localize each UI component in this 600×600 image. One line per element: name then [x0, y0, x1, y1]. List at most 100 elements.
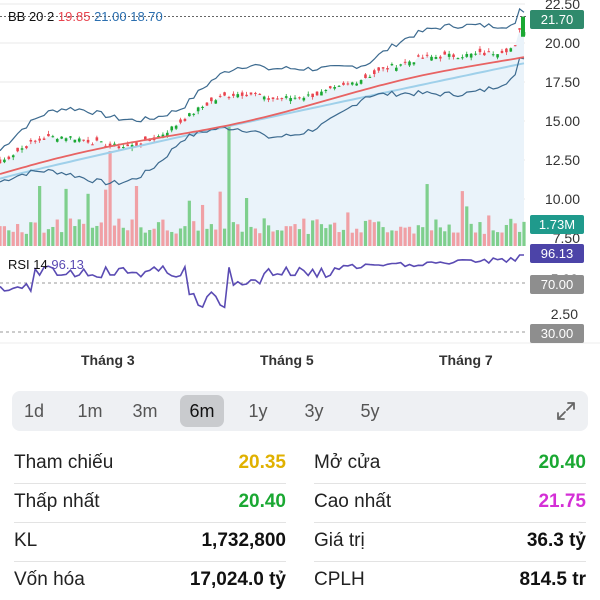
- candle-body: [183, 118, 187, 121]
- volume-bar: [218, 191, 222, 246]
- candle-body: [434, 57, 438, 59]
- volume-bar: [372, 222, 376, 246]
- stat-volume-label: KL: [14, 530, 38, 551]
- volume-bar: [500, 232, 504, 246]
- stat-high-value: 21.75: [538, 491, 586, 512]
- volume-bar: [165, 230, 169, 246]
- candle-body: [201, 106, 204, 108]
- volume-bar: [82, 223, 86, 246]
- candle-body: [236, 94, 240, 98]
- candle-body: [430, 56, 433, 61]
- volume-bar: [11, 231, 15, 246]
- volume-bar: [117, 218, 121, 246]
- rsi-value: 96.13: [51, 257, 84, 272]
- volume-bar: [482, 233, 486, 246]
- volume-bar: [487, 215, 491, 246]
- timeframe-1y[interactable]: 1y: [248, 401, 268, 421]
- bb-label: BB 20 2: [8, 9, 55, 24]
- timeframe-5y[interactable]: 5y: [360, 401, 380, 421]
- expand-icon[interactable]: [554, 399, 578, 423]
- divider: [14, 522, 286, 523]
- candle-body: [86, 139, 90, 143]
- volume-bar: [104, 189, 108, 246]
- volume-bar: [121, 227, 125, 246]
- volume-bar: [341, 229, 346, 246]
- volume-bar: [227, 126, 231, 246]
- volume-bar: [451, 232, 456, 246]
- candle-body: [328, 86, 332, 89]
- candle-body: [342, 82, 345, 85]
- volume-bar: [284, 226, 288, 246]
- timeframe-3y[interactable]: 3y: [304, 401, 324, 421]
- candle-body: [69, 136, 72, 138]
- price-tick-label: 17.50: [545, 74, 580, 90]
- candle-body: [0, 159, 2, 164]
- volume-bar: [134, 186, 139, 246]
- candle-body: [170, 126, 174, 131]
- candle-body: [121, 147, 125, 149]
- candle-body: [258, 93, 262, 95]
- volume-bar: [460, 191, 464, 246]
- volume-bar: [289, 226, 293, 246]
- candle-body: [469, 53, 473, 58]
- price-chart[interactable]: 22.5020.0017.5015.0012.5010.007.505.002.…: [0, 0, 600, 380]
- volume-bar: [152, 228, 156, 246]
- stat-volume: KL 1,732,800: [14, 522, 286, 560]
- candle-body: [113, 143, 116, 145]
- candle-body: [227, 97, 231, 99]
- stat-market-cap: Vốn hóa 17,024.0 tỷ: [14, 561, 286, 599]
- volume-bar: [421, 227, 425, 246]
- timeframe-6m[interactable]: 6m: [180, 395, 224, 427]
- rsi-lower-badge: 30.00: [530, 324, 584, 343]
- volume-bar: [99, 222, 103, 246]
- rsi-upper-badge: 70.00: [530, 275, 584, 294]
- volume-bar: [42, 232, 46, 246]
- candle-body: [284, 96, 288, 98]
- volume-bar: [478, 222, 482, 246]
- candle-body: [174, 125, 178, 129]
- candle-body: [99, 141, 103, 143]
- volume-bar: [293, 224, 297, 246]
- candle-body: [192, 113, 196, 115]
- volume-bar: [170, 231, 174, 246]
- candle-body: [240, 92, 244, 96]
- volume-bar: [319, 224, 324, 246]
- candle-body: [3, 159, 6, 163]
- volume-bar: [236, 224, 240, 246]
- candle-body: [474, 53, 477, 55]
- stat-high: Cao nhất 21.75: [314, 483, 586, 521]
- volume-bar: [438, 227, 442, 246]
- candle-body: [461, 57, 464, 59]
- volume-bar: [253, 228, 257, 246]
- price-tick-label: 10.00: [545, 191, 580, 207]
- candle-body: [491, 54, 495, 56]
- candle-body: [408, 61, 411, 66]
- candle-body: [364, 74, 367, 79]
- volume-bar: [469, 223, 473, 246]
- volume-bar: [271, 231, 275, 246]
- timeframe-1d[interactable]: 1d: [23, 401, 45, 421]
- candle-body: [377, 67, 380, 71]
- candle-body: [483, 52, 486, 56]
- candle-body: [355, 83, 358, 86]
- volume-bar: [280, 230, 284, 246]
- candle-body: [417, 55, 420, 57]
- volume-badge: 1.73M: [530, 215, 584, 234]
- price-tick-label: 22.50: [545, 0, 580, 12]
- timeframe-3m[interactable]: 3m: [132, 401, 158, 421]
- rsi-label: RSI 14: [8, 257, 48, 272]
- candle-body: [210, 97, 213, 102]
- volume-bar: [425, 184, 429, 246]
- bb-lower-line: [0, 57, 525, 186]
- volume-bar: [214, 229, 218, 246]
- volume-bar: [385, 232, 390, 246]
- price-tick-label: 12.50: [545, 152, 580, 168]
- timeframe-1m[interactable]: 1m: [77, 401, 103, 421]
- volume-bar: [377, 221, 381, 246]
- candle-body: [205, 102, 209, 106]
- x-label-month-7: Tháng 7: [439, 352, 493, 368]
- volume-bar: [311, 220, 315, 246]
- volume-bar: [447, 224, 451, 246]
- ma-line-long: [0, 62, 525, 180]
- volume-bar: [38, 186, 42, 246]
